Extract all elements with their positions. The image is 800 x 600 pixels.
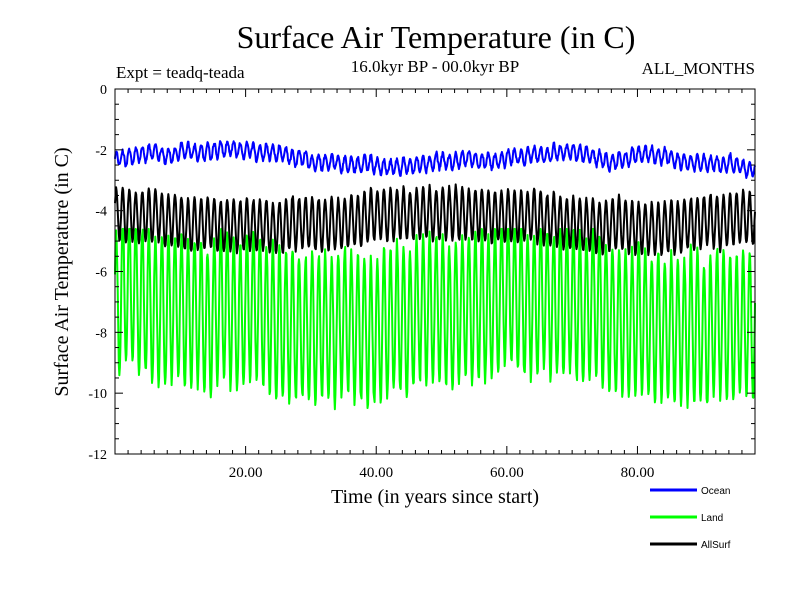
y-tick-label: -8 <box>95 326 107 341</box>
y-axis-label: Surface Air Temperature (in C) <box>51 147 73 396</box>
x-tick-label: 40.00 <box>359 465 393 481</box>
axes-layer: 0 -2 -4 -6 -8 -10 -12 20.00 40.00 60.00 80.00 <box>88 83 755 481</box>
period-label: 16.0kyr BP - 00.0kyr BP <box>351 57 519 76</box>
legend-label-ocean: Ocean <box>701 486 730 497</box>
x-tick-label: 60.00 <box>490 465 524 481</box>
y-tick-label: 0 <box>100 83 107 98</box>
series-line-land <box>114 227 756 411</box>
y-tick-label: -6 <box>95 266 107 281</box>
legend-label-land: Land <box>701 513 723 524</box>
x-tick-label: 80.00 <box>621 465 655 481</box>
legend: Ocean Land AllSurf <box>650 486 731 551</box>
series-layer <box>114 140 756 411</box>
y-tick-label: -10 <box>88 387 107 402</box>
chart-title: Surface Air Temperature (in C) <box>237 19 636 55</box>
x-tick-label: 20.00 <box>229 465 263 481</box>
y-tick-label: -4 <box>95 205 107 220</box>
legend-label-allsurf: AllSurf <box>701 540 731 551</box>
series-line-ocean <box>114 140 756 179</box>
y-tick-label: -2 <box>95 144 107 159</box>
y-tick-label: -12 <box>88 448 107 463</box>
x-axis-label: Time (in years since start) <box>331 486 539 508</box>
series-line-allsurf <box>114 183 756 257</box>
experiment-label: Expt = teadq-teada <box>116 63 245 82</box>
months-label: ALL_MONTHS <box>642 59 755 78</box>
